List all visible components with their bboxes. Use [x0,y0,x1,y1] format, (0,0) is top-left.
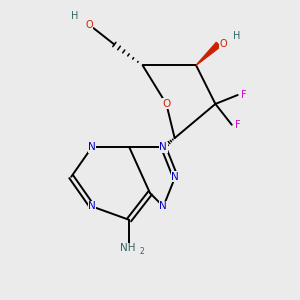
Text: O: O [219,40,226,50]
Text: F: F [236,120,241,130]
Text: O: O [162,99,170,109]
Text: N: N [160,202,167,212]
Text: N: N [160,142,167,152]
Text: H: H [70,11,78,21]
Text: N: N [171,172,179,182]
Text: H: H [232,31,240,40]
Text: N: N [88,142,96,152]
Text: F: F [242,90,247,100]
Polygon shape [196,42,220,65]
Text: NH: NH [120,243,136,253]
Text: O: O [85,20,93,30]
Text: 2: 2 [139,247,144,256]
Text: N: N [88,202,96,212]
